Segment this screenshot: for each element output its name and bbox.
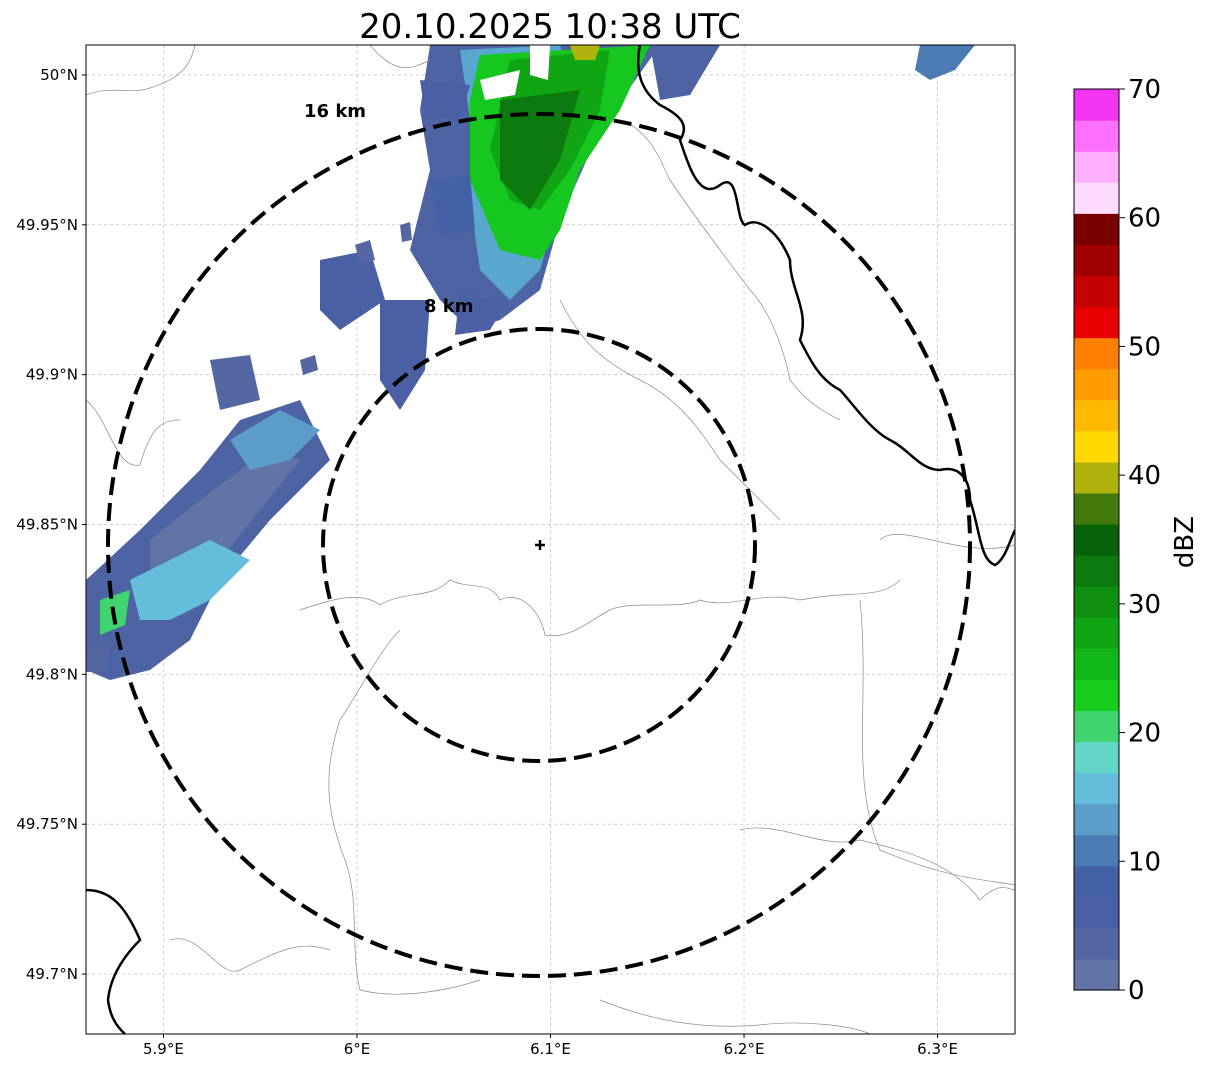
latitude-axis: 50°N 49.95°N 49.9°N 49.85°N 49.8°N 49.75°N 49.… — [16, 66, 86, 983]
colorbar-segment — [1074, 213, 1119, 245]
colorbar-tick-label: 40 — [1128, 461, 1161, 491]
y-tick-label: 49.7°N — [26, 965, 78, 983]
colorbar-segment — [1074, 244, 1119, 277]
colorbar-segment — [1074, 555, 1119, 587]
colorbar-segment — [1074, 430, 1119, 463]
range-ring-16km — [106, 112, 972, 978]
colorbar-segment — [1074, 275, 1119, 308]
colorbar-segment — [1074, 586, 1119, 618]
colorbar-segment — [1074, 492, 1119, 525]
boundary-line-east — [879, 533, 1015, 549]
colorbar-segment — [1074, 710, 1119, 743]
colorbar-segment — [1074, 772, 1119, 805]
colorbar-segment — [1074, 958, 1119, 991]
x-tick-label: 6.1°E — [530, 1040, 571, 1058]
border-line-southwest — [86, 888, 142, 1034]
colorbar-segment — [1074, 306, 1119, 339]
colorbar: 0 10 20 30 40 50 60 70 — [1073, 75, 1161, 1006]
colorbar-segment — [1074, 337, 1119, 370]
range-ring-8km — [321, 327, 757, 763]
colorbar-tick-label: 30 — [1128, 590, 1161, 620]
map-title: 20.10.2025 10:38 UTC — [359, 7, 741, 47]
colorbar-label: dBZ — [1170, 516, 1200, 568]
x-tick-label: 6.2°E — [724, 1040, 765, 1058]
colorbar-segment — [1074, 120, 1119, 152]
colorbar-segment — [1074, 648, 1119, 680]
colorbar-tick-label: 20 — [1128, 719, 1161, 749]
y-tick-label: 49.95°N — [16, 216, 78, 234]
colorbar-tick-label: 50 — [1128, 332, 1161, 362]
boundary-line-e2 — [739, 827, 1015, 901]
boundary-line-sw — [169, 938, 331, 972]
colorbar-tick-label: 10 — [1128, 847, 1161, 877]
boundary-line-central — [299, 579, 901, 637]
boundary-line-inner — [559, 299, 781, 521]
colorbar-segment — [1074, 368, 1119, 401]
range-ring-label-8km: 8 km — [424, 296, 474, 317]
colorbar-segment — [1074, 617, 1119, 649]
colorbar-segment — [1074, 182, 1119, 214]
colorbar-segment — [1074, 679, 1119, 711]
boundary-line-south — [328, 629, 481, 995]
x-tick-label: 5.9°E — [143, 1040, 184, 1058]
colorbar-segment — [1074, 834, 1119, 867]
y-tick-label: 49.9°N — [26, 366, 78, 384]
x-tick-label: 6°E — [344, 1040, 371, 1058]
boundary-line-nw — [86, 45, 196, 96]
colorbar-segment — [1074, 89, 1119, 121]
administrative-boundaries — [86, 45, 1015, 1034]
boundary-line-w — [86, 399, 181, 466]
radar-echo-northeast-corner — [915, 45, 975, 80]
colorbar-tick-label: 70 — [1128, 75, 1161, 105]
boundary-line-s2 — [599, 999, 871, 1034]
boundary-line-ne — [619, 119, 841, 421]
colorbar-segment — [1074, 896, 1119, 929]
colorbar-segment — [1074, 741, 1119, 774]
colorbar-segment — [1074, 803, 1119, 836]
y-tick-label: 49.75°N — [16, 815, 78, 833]
radar-echo-southwest-band — [86, 222, 430, 680]
colorbar-segment — [1074, 151, 1119, 183]
y-tick-label: 49.8°N — [26, 665, 78, 683]
longitude-axis: 5.9°E 6°E 6.1°E 6.2°E 6.3°E — [143, 1034, 958, 1058]
y-tick-label: 49.85°N — [16, 516, 78, 534]
colorbar-segment — [1074, 927, 1119, 960]
boundary-line-se — [859, 599, 1015, 886]
national-borders — [86, 45, 1015, 1034]
radar-site-marker-icon — [535, 540, 545, 550]
colorbar-tick-label: 0 — [1128, 976, 1145, 1006]
colorbar-segment — [1074, 865, 1119, 898]
y-tick-label: 50°N — [40, 66, 78, 84]
boundary-line-n — [369, 45, 431, 69]
colorbar-segment — [1074, 523, 1119, 556]
border-line-east — [636, 45, 1015, 567]
x-tick-label: 6.3°E — [917, 1040, 958, 1058]
colorbar-tick-label: 60 — [1128, 204, 1161, 234]
colorbar-frame — [1073, 88, 1120, 991]
range-rings — [106, 112, 972, 978]
colorbar-segment — [1074, 461, 1119, 494]
range-ring-label-16km: 16 km — [304, 101, 366, 122]
colorbar-segment — [1074, 399, 1119, 432]
